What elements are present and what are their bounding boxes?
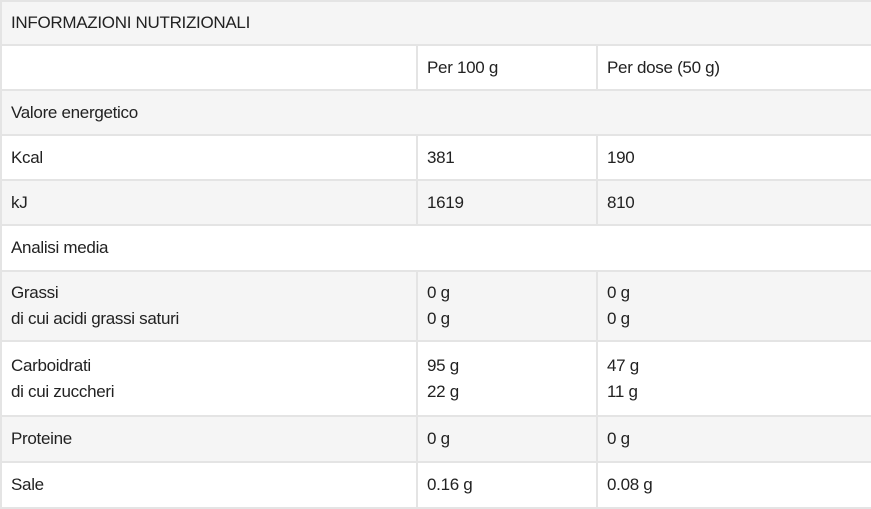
column-header-perdose: Per dose (50 g)	[595, 44, 871, 91]
section-label: Valore energetico	[0, 89, 871, 136]
perdose-value: 47 g 11 g	[595, 340, 871, 417]
per100-value: 0.16 g	[416, 461, 598, 509]
table-row: kJ 1619 810	[0, 179, 871, 226]
per100-value: 0 g	[416, 415, 598, 463]
perdose-main: 47 g	[607, 355, 639, 375]
row-label: Kcal	[0, 134, 418, 181]
row-label: Proteine	[0, 415, 418, 463]
row-label: Carboidrati di cui zuccheri	[0, 340, 418, 417]
table-row: Kcal 381 190	[0, 134, 871, 181]
table-row: Carboidrati di cui zuccheri 95 g 22 g 47 g…	[0, 340, 871, 417]
per100-value: 381	[416, 134, 598, 181]
section-row: Analisi media	[0, 224, 871, 272]
perdose-value: 190	[595, 134, 871, 181]
column-header-empty	[0, 44, 418, 91]
row-label-sub: di cui acidi grassi saturi	[11, 309, 179, 328]
row-label-main: Carboidrati	[11, 355, 91, 375]
per100-main: 0 g	[427, 283, 450, 302]
perdose-value: 810	[595, 179, 871, 226]
section-row: Valore energetico	[0, 89, 871, 136]
row-label: kJ	[0, 179, 418, 226]
table-title-row: INFORMAZIONI NUTRIZIONALI	[0, 0, 871, 46]
section-label: Analisi media	[0, 224, 871, 272]
row-label: Sale	[0, 461, 418, 509]
perdose-sub: 0 g	[607, 309, 630, 328]
per100-sub: 22 g	[427, 381, 459, 401]
column-header-per100: Per 100 g	[416, 44, 598, 91]
header-row: Per 100 g Per dose (50 g)	[0, 44, 871, 91]
perdose-main: 0 g	[607, 283, 630, 302]
perdose-sub: 11 g	[607, 381, 638, 401]
perdose-value: 0.08 g	[595, 461, 871, 509]
row-label-sub: di cui zuccheri	[11, 381, 115, 401]
per100-sub: 0 g	[427, 309, 450, 328]
perdose-value: 0 g	[595, 415, 871, 463]
per100-value: 95 g 22 g	[416, 340, 598, 417]
per100-value: 1619	[416, 179, 598, 226]
row-label: Grassi di cui acidi grassi saturi	[0, 270, 418, 342]
table-row: Sale 0.16 g 0.08 g	[0, 461, 871, 509]
table-row: Proteine 0 g 0 g	[0, 415, 871, 463]
per100-main: 95 g	[427, 355, 459, 375]
table-title: INFORMAZIONI NUTRIZIONALI	[0, 0, 871, 46]
row-label-main: Grassi	[11, 283, 59, 302]
